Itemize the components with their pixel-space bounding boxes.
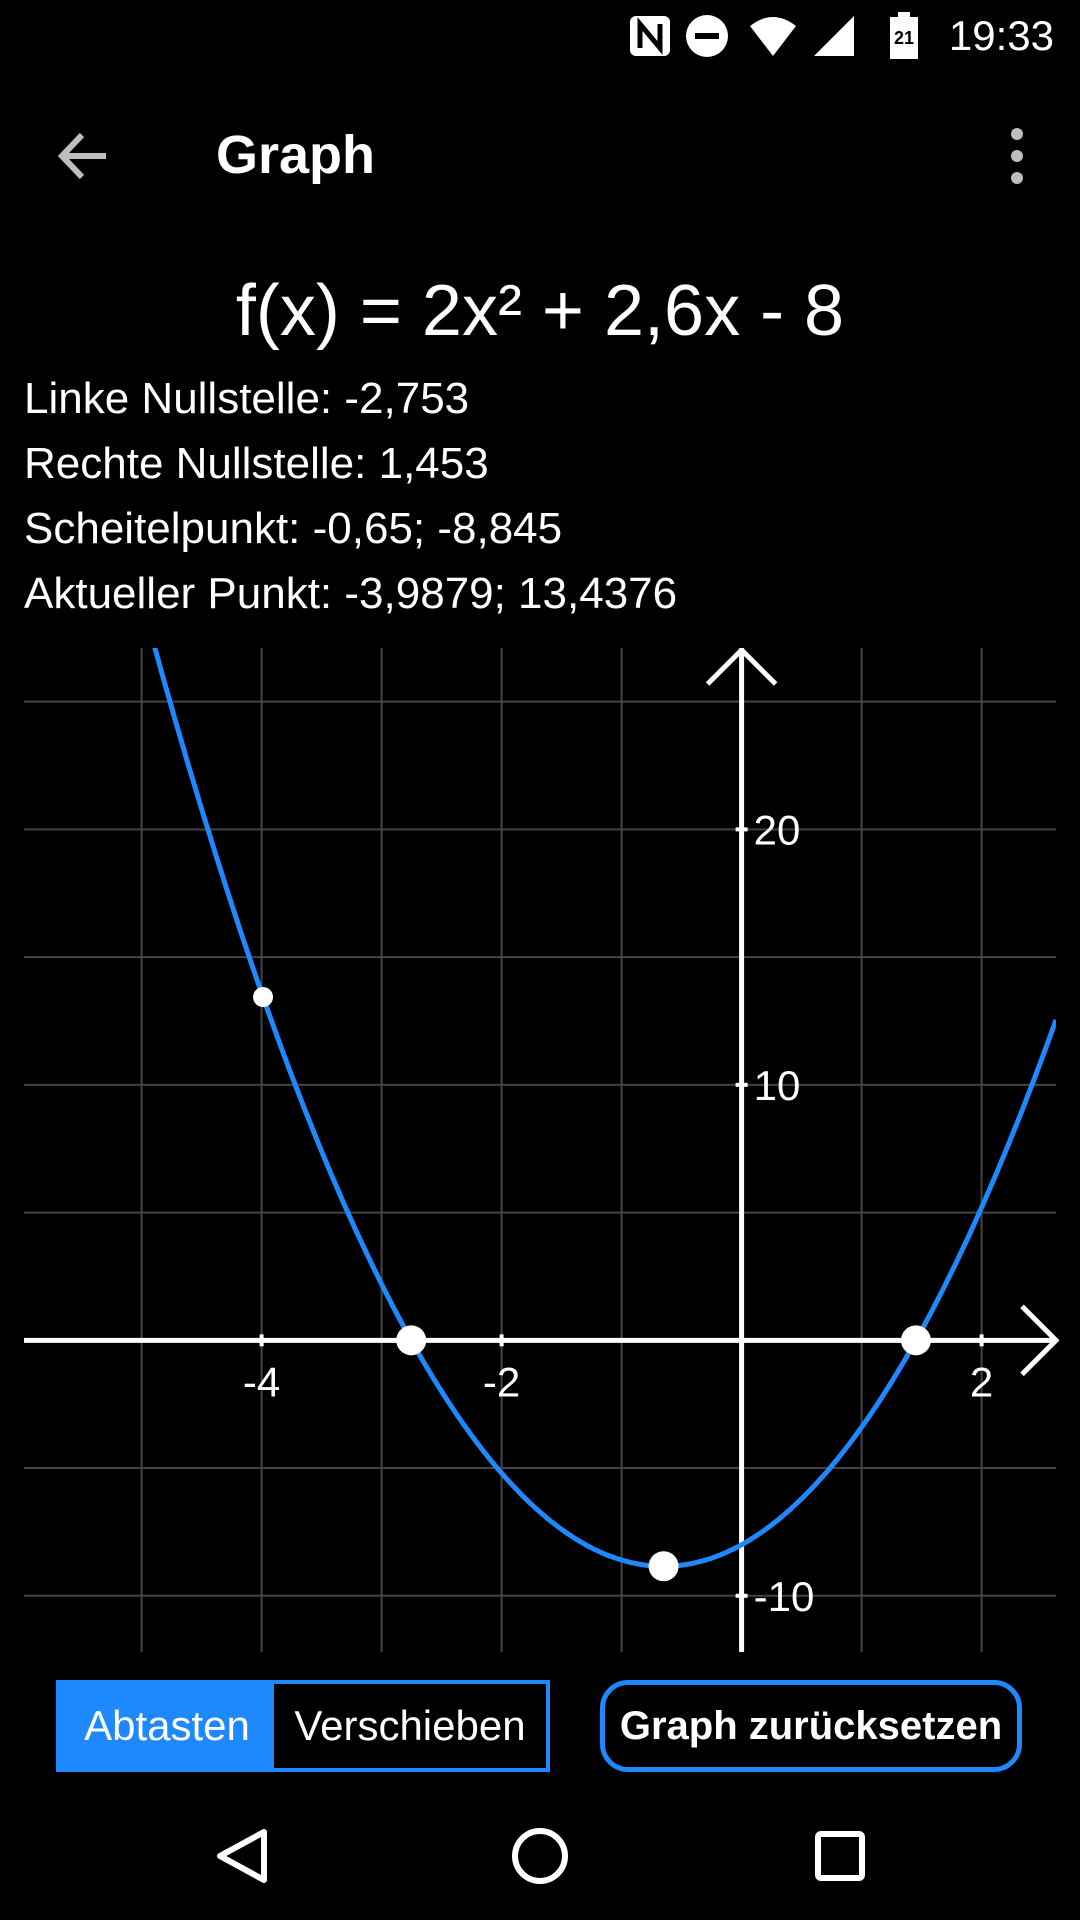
right-root-point[interactable] [900,1325,931,1356]
battery-icon [890,12,918,59]
vertex-label: Scheitelpunkt: -0,65; -8,845 [24,504,563,553]
wifi-icon [750,17,796,56]
x-tick-label: -2 [483,1358,520,1405]
current-point-point[interactable] [253,987,274,1008]
nav-recents-icon[interactable] [800,1816,880,1896]
x-tick-label: -4 [243,1358,280,1405]
vertex-point[interactable] [648,1551,679,1582]
current-point-label: Aktueller Punkt: -3,9879; 13,4376 [24,569,678,618]
left-root-point[interactable] [396,1325,427,1356]
nav-home-icon[interactable] [500,1816,580,1896]
function-formula: f(x) = 2x² + 2,6x - 8 [235,271,845,351]
x-axis-arrow [1020,1304,1060,1377]
reset-graph-button[interactable]: Graph zurücksetzen [600,1680,1022,1772]
mode-toggle: Abtasten Verschieben [56,1680,550,1772]
status-bar: 21 19:33 [0,0,1080,72]
mode-move-button[interactable]: Verschieben [294,1702,526,1749]
y-axis-arrow [705,648,778,686]
function-curve [152,648,1056,1569]
back-button[interactable] [40,118,126,194]
x-tick-label: 2 [970,1358,993,1405]
signal-icon [814,16,854,56]
nav-back-icon[interactable] [202,1816,282,1896]
arrow-back-icon [57,132,106,180]
do-not-disturb-icon [686,15,728,57]
page-title: Graph [216,125,376,185]
battery-level: 21 [893,28,915,48]
y-tick-label: -10 [754,1573,815,1620]
y-tick-label: 10 [754,1062,801,1109]
nfc-icon [630,16,670,56]
right-root-label: Rechte Nullstelle: 1,453 [24,439,489,488]
more-vert-icon [1011,128,1023,184]
mode-scan-button[interactable]: Abtasten [60,1684,274,1768]
navigation-bar [0,1792,1080,1920]
left-root-label: Linke Nullstelle: -2,753 [24,374,470,423]
overflow-menu-button[interactable] [982,118,1052,194]
y-tick-label: 20 [754,806,801,853]
status-time: 19:33 [948,12,1054,59]
function-graph[interactable]: -4 -2 2 20 10 -10 [0,648,1080,1652]
app-bar: Graph [0,96,1080,216]
